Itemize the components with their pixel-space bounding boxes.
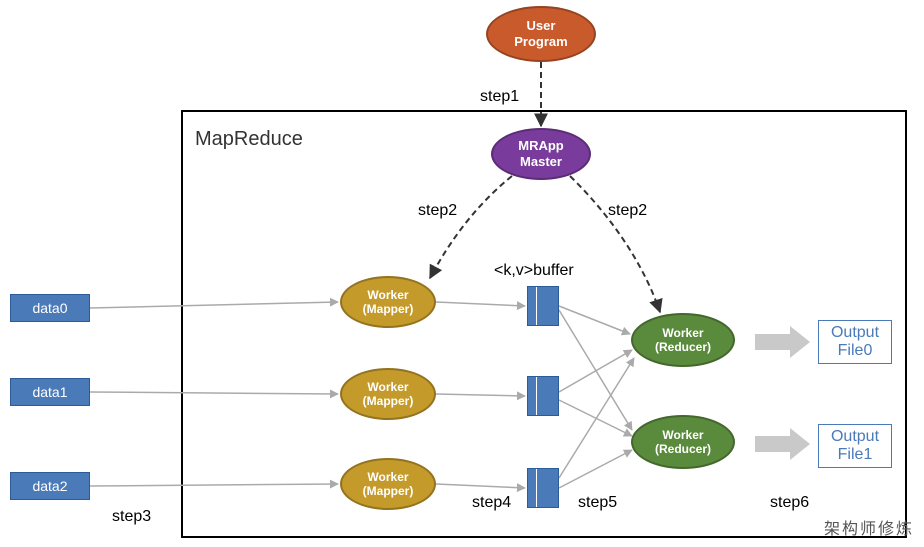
node-mapper-2: Worker(Mapper)	[340, 458, 436, 510]
node-mapper-1: Worker(Mapper)	[340, 368, 436, 420]
node-buffer-0	[527, 286, 559, 326]
node-buffer-1	[527, 376, 559, 416]
label-step2b: step2	[608, 202, 647, 220]
node-data2: data2	[10, 472, 90, 500]
node-data0: data0	[10, 294, 90, 322]
label-step1: step1	[480, 88, 519, 106]
watermark-text: 架构师修炼	[824, 515, 914, 539]
node-mapper-0: Worker(Mapper)	[340, 276, 436, 328]
node-reducer-1: Worker(Reducer)	[631, 415, 735, 469]
label-step2a: step2	[418, 202, 457, 220]
label-kv-buffer: <k,v>buffer	[494, 262, 574, 280]
node-reducer-0: Worker(Reducer)	[631, 313, 735, 367]
node-output-1: OutputFile1	[818, 424, 892, 468]
frame-title: MapReduce	[195, 128, 303, 151]
label-step5: step5	[578, 494, 617, 512]
label-step4: step4	[472, 494, 511, 512]
node-data1: data1	[10, 378, 90, 406]
node-buffer-2	[527, 468, 559, 508]
node-mrapp-master: MRAppMaster	[491, 128, 591, 180]
label-step6: step6	[770, 494, 809, 512]
node-output-0: OutputFile0	[818, 320, 892, 364]
label-step3: step3	[112, 508, 151, 526]
node-user-program: UserProgram	[486, 6, 596, 62]
